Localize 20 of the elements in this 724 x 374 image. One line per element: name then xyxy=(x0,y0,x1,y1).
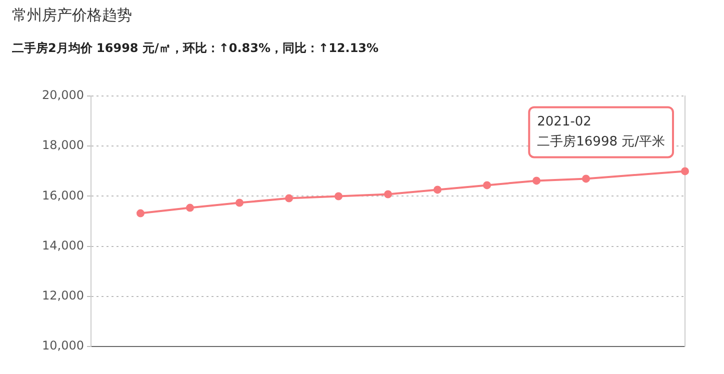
y-tick-label: 14,000 xyxy=(42,238,84,252)
annotation: 2021-02 二手房16998 元/平米 xyxy=(537,114,666,150)
point xyxy=(136,209,144,218)
point xyxy=(483,181,491,190)
y-tick-label: 20,000 xyxy=(42,88,84,102)
y-tick-label: 18,000 xyxy=(42,138,84,152)
point xyxy=(532,176,540,185)
point xyxy=(334,192,342,200)
y-tick-label: 10,000 xyxy=(42,338,84,353)
chart-title: 常州房产价格趋势 xyxy=(12,6,132,25)
y-tick-label: 12,000 xyxy=(42,288,84,303)
y-tick-label: 16,000 xyxy=(42,188,84,202)
point xyxy=(681,167,689,176)
point xyxy=(582,174,590,183)
chart-subtitle: 二手房2月均价 16998 元/㎡，环比：↑0.83%，同比：↑12.13% xyxy=(12,40,379,57)
point xyxy=(434,186,442,194)
point xyxy=(236,198,244,207)
point xyxy=(384,190,392,198)
point xyxy=(285,194,293,202)
point xyxy=(186,204,194,212)
